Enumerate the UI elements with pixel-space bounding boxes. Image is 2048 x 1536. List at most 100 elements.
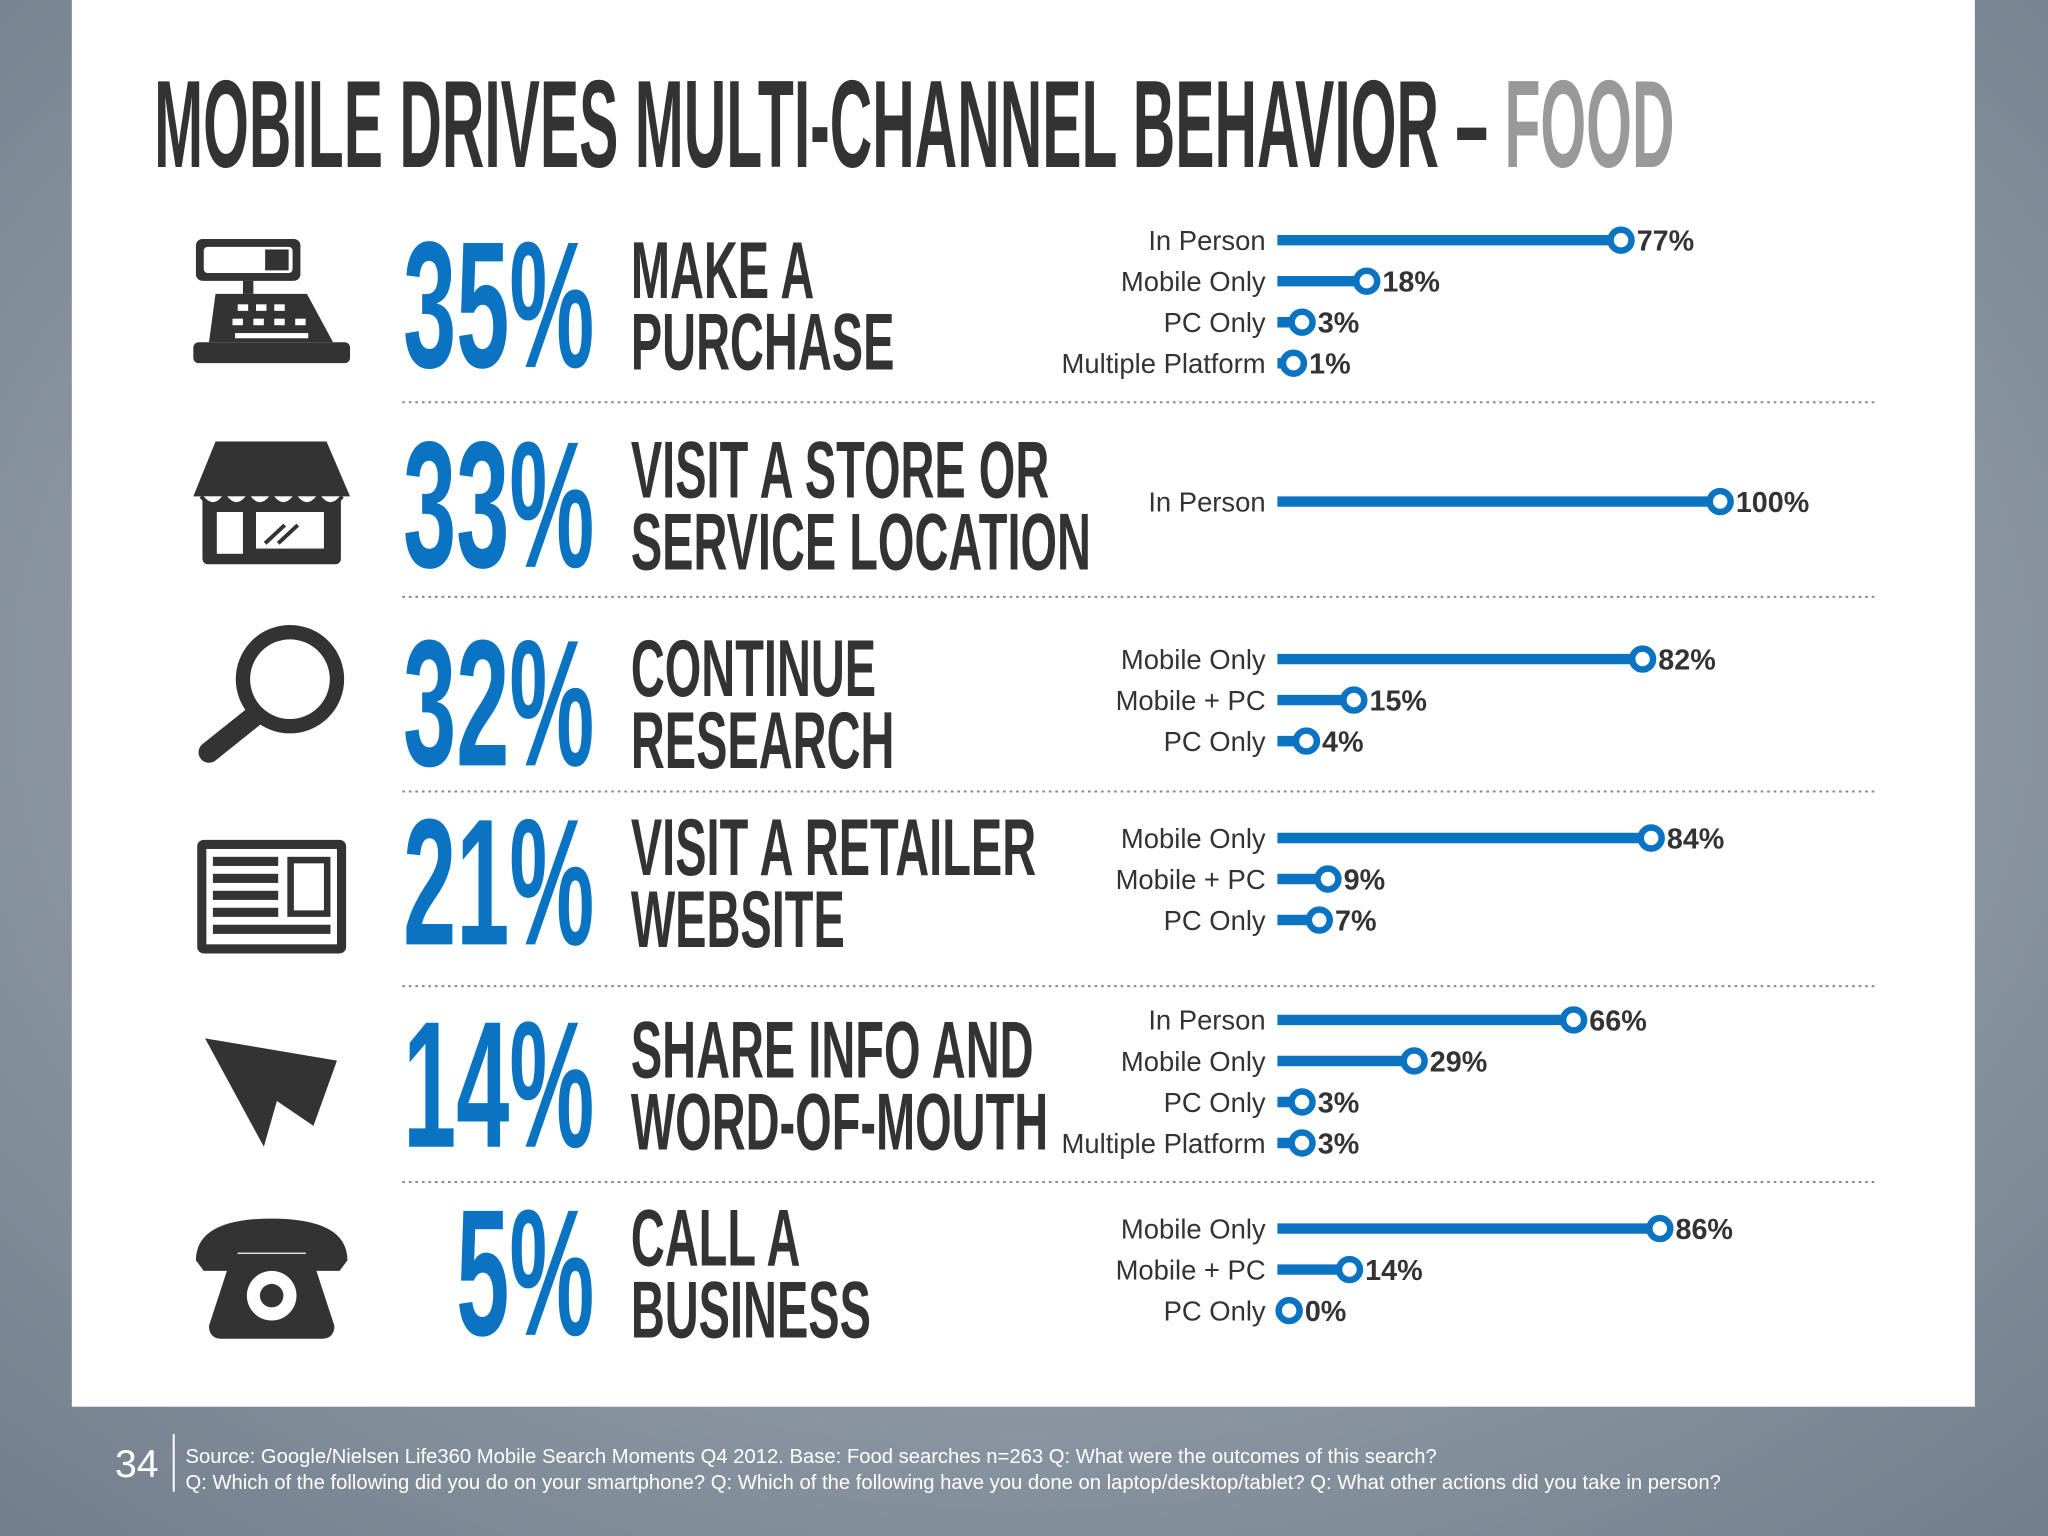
bar-end — [1646, 1214, 1674, 1243]
label-group: BUSINESS — [631, 1265, 871, 1356]
section-label: PURCHASE — [631, 297, 895, 388]
headline: 35% — [403, 203, 594, 405]
value-label: 15% — [1369, 686, 1426, 718]
label-group: VISIT A RETAILER — [631, 803, 1036, 894]
icon-register — [193, 239, 351, 364]
bar-end — [1607, 226, 1635, 254]
headline-group: 5% — [456, 1171, 594, 1373]
value-label: 84% — [1667, 823, 1724, 855]
headline-group: 14% — [403, 983, 594, 1185]
bar-label: PC Only — [1164, 905, 1266, 936]
bar-end — [1292, 727, 1321, 755]
section-label: VISIT A RETAILER — [631, 803, 1036, 894]
value-label: 100% — [1736, 487, 1809, 519]
headline-group: 35% — [403, 203, 594, 405]
label-group: VISIT A STORE OR — [631, 425, 1049, 516]
bar-label: PC Only — [1164, 307, 1266, 338]
label-group: MAKE A — [631, 226, 815, 317]
headline-group: 32% — [403, 602, 594, 804]
value-label: 18% — [1382, 267, 1439, 299]
section-label: MAKE A — [631, 226, 815, 317]
section-label: SHARE INFO AND — [631, 1005, 1034, 1096]
headline: 14% — [403, 983, 594, 1185]
headline-group: 33% — [403, 403, 594, 605]
bar-label: Mobile Only — [1121, 644, 1266, 675]
section-label: SERVICE LOCATION — [631, 497, 1091, 588]
bar-label: PC Only — [1164, 726, 1266, 757]
headline: 21% — [403, 781, 594, 983]
bar-end — [1353, 267, 1381, 295]
bar-label: Mobile + PC — [1116, 1254, 1266, 1285]
icon-paper-plane — [205, 1038, 337, 1147]
bar-label: Multiple Platform — [1062, 1128, 1266, 1159]
bar-label: In Person — [1148, 225, 1265, 256]
value-label: 9% — [1344, 864, 1386, 896]
bar-label: Multiple Platform — [1062, 348, 1266, 379]
bar-label: Mobile Only — [1121, 266, 1266, 297]
section-label: RESEARCH — [631, 696, 895, 787]
section-label: CONTINUE — [631, 624, 876, 715]
bar-label: Mobile Only — [1121, 1213, 1266, 1244]
icon-website — [197, 839, 347, 954]
label-group: PURCHASE — [631, 297, 895, 388]
section-label: VISIT A STORE OR — [631, 425, 1049, 516]
title-highlight: FOOD — [1504, 56, 1674, 194]
bar-end — [1637, 824, 1665, 852]
headline: 33% — [403, 403, 594, 605]
title: MOBILE DRIVES MULTI-CHANNEL BEHAVIOR – F… — [154, 56, 1674, 194]
page-number: 34 — [115, 1443, 159, 1486]
bar-end — [1288, 1088, 1316, 1116]
panel — [71, 0, 1975, 1407]
bar-label: PC Only — [1164, 1087, 1266, 1118]
label-group: RESEARCH — [631, 696, 895, 787]
headline: 5% — [456, 1171, 594, 1373]
icon-store — [193, 441, 351, 565]
label-group: CONTINUE — [631, 624, 876, 715]
value-label: 66% — [1589, 1005, 1646, 1037]
bar-label: Mobile + PC — [1116, 864, 1266, 895]
bar-label: Mobile Only — [1121, 823, 1266, 854]
value-label: 7% — [1335, 905, 1377, 937]
value-label: 0% — [1305, 1296, 1347, 1328]
label-group: WORD-OF-MOUTH — [631, 1077, 1048, 1168]
bar-end — [1314, 865, 1342, 893]
value-label: 29% — [1430, 1046, 1487, 1078]
source-line: Q: Which of the following did you do on … — [185, 1472, 1720, 1494]
bar-end — [1400, 1047, 1428, 1075]
bar-end — [1706, 487, 1734, 516]
value-label: 3% — [1318, 1087, 1360, 1119]
headline: 32% — [403, 602, 594, 804]
bar-end — [1628, 645, 1657, 673]
icon-magnifier — [198, 624, 345, 763]
bar-end — [1279, 349, 1308, 377]
value-label: 82% — [1658, 645, 1715, 677]
bar-label: In Person — [1148, 1005, 1265, 1036]
value-label: 3% — [1318, 308, 1360, 340]
label-group: SHARE INFO AND — [631, 1005, 1034, 1096]
section-label: WORD-OF-MOUTH — [631, 1077, 1048, 1168]
label-group: CALL A — [631, 1193, 801, 1284]
bar-end — [1335, 1255, 1364, 1284]
bar-label: Mobile + PC — [1116, 685, 1266, 716]
bar-end — [1275, 1296, 1303, 1325]
label-group: WEBSITE — [631, 875, 845, 966]
bar-label: Mobile Only — [1121, 1046, 1266, 1077]
section-label: CALL A — [631, 1193, 801, 1284]
value-label: 14% — [1365, 1255, 1422, 1287]
section-label: WEBSITE — [631, 875, 845, 966]
bar-end — [1288, 1129, 1316, 1157]
headline-group: 21% — [403, 781, 594, 983]
label-group: SERVICE LOCATION — [631, 497, 1091, 588]
value-label: 3% — [1318, 1128, 1360, 1160]
icon-phone — [195, 1218, 348, 1339]
bar-end — [1559, 1006, 1588, 1034]
bar-label: In Person — [1148, 486, 1265, 517]
value-label: 4% — [1322, 727, 1364, 759]
section-label: BUSINESS — [631, 1265, 871, 1356]
source-line: Source: Google/Nielsen Life360 Mobile Se… — [185, 1446, 1436, 1468]
title-main: MOBILE DRIVES MULTI-CHANNEL BEHAVIOR – — [154, 56, 1504, 194]
value-label: 77% — [1637, 226, 1694, 258]
bar-end — [1305, 906, 1334, 934]
